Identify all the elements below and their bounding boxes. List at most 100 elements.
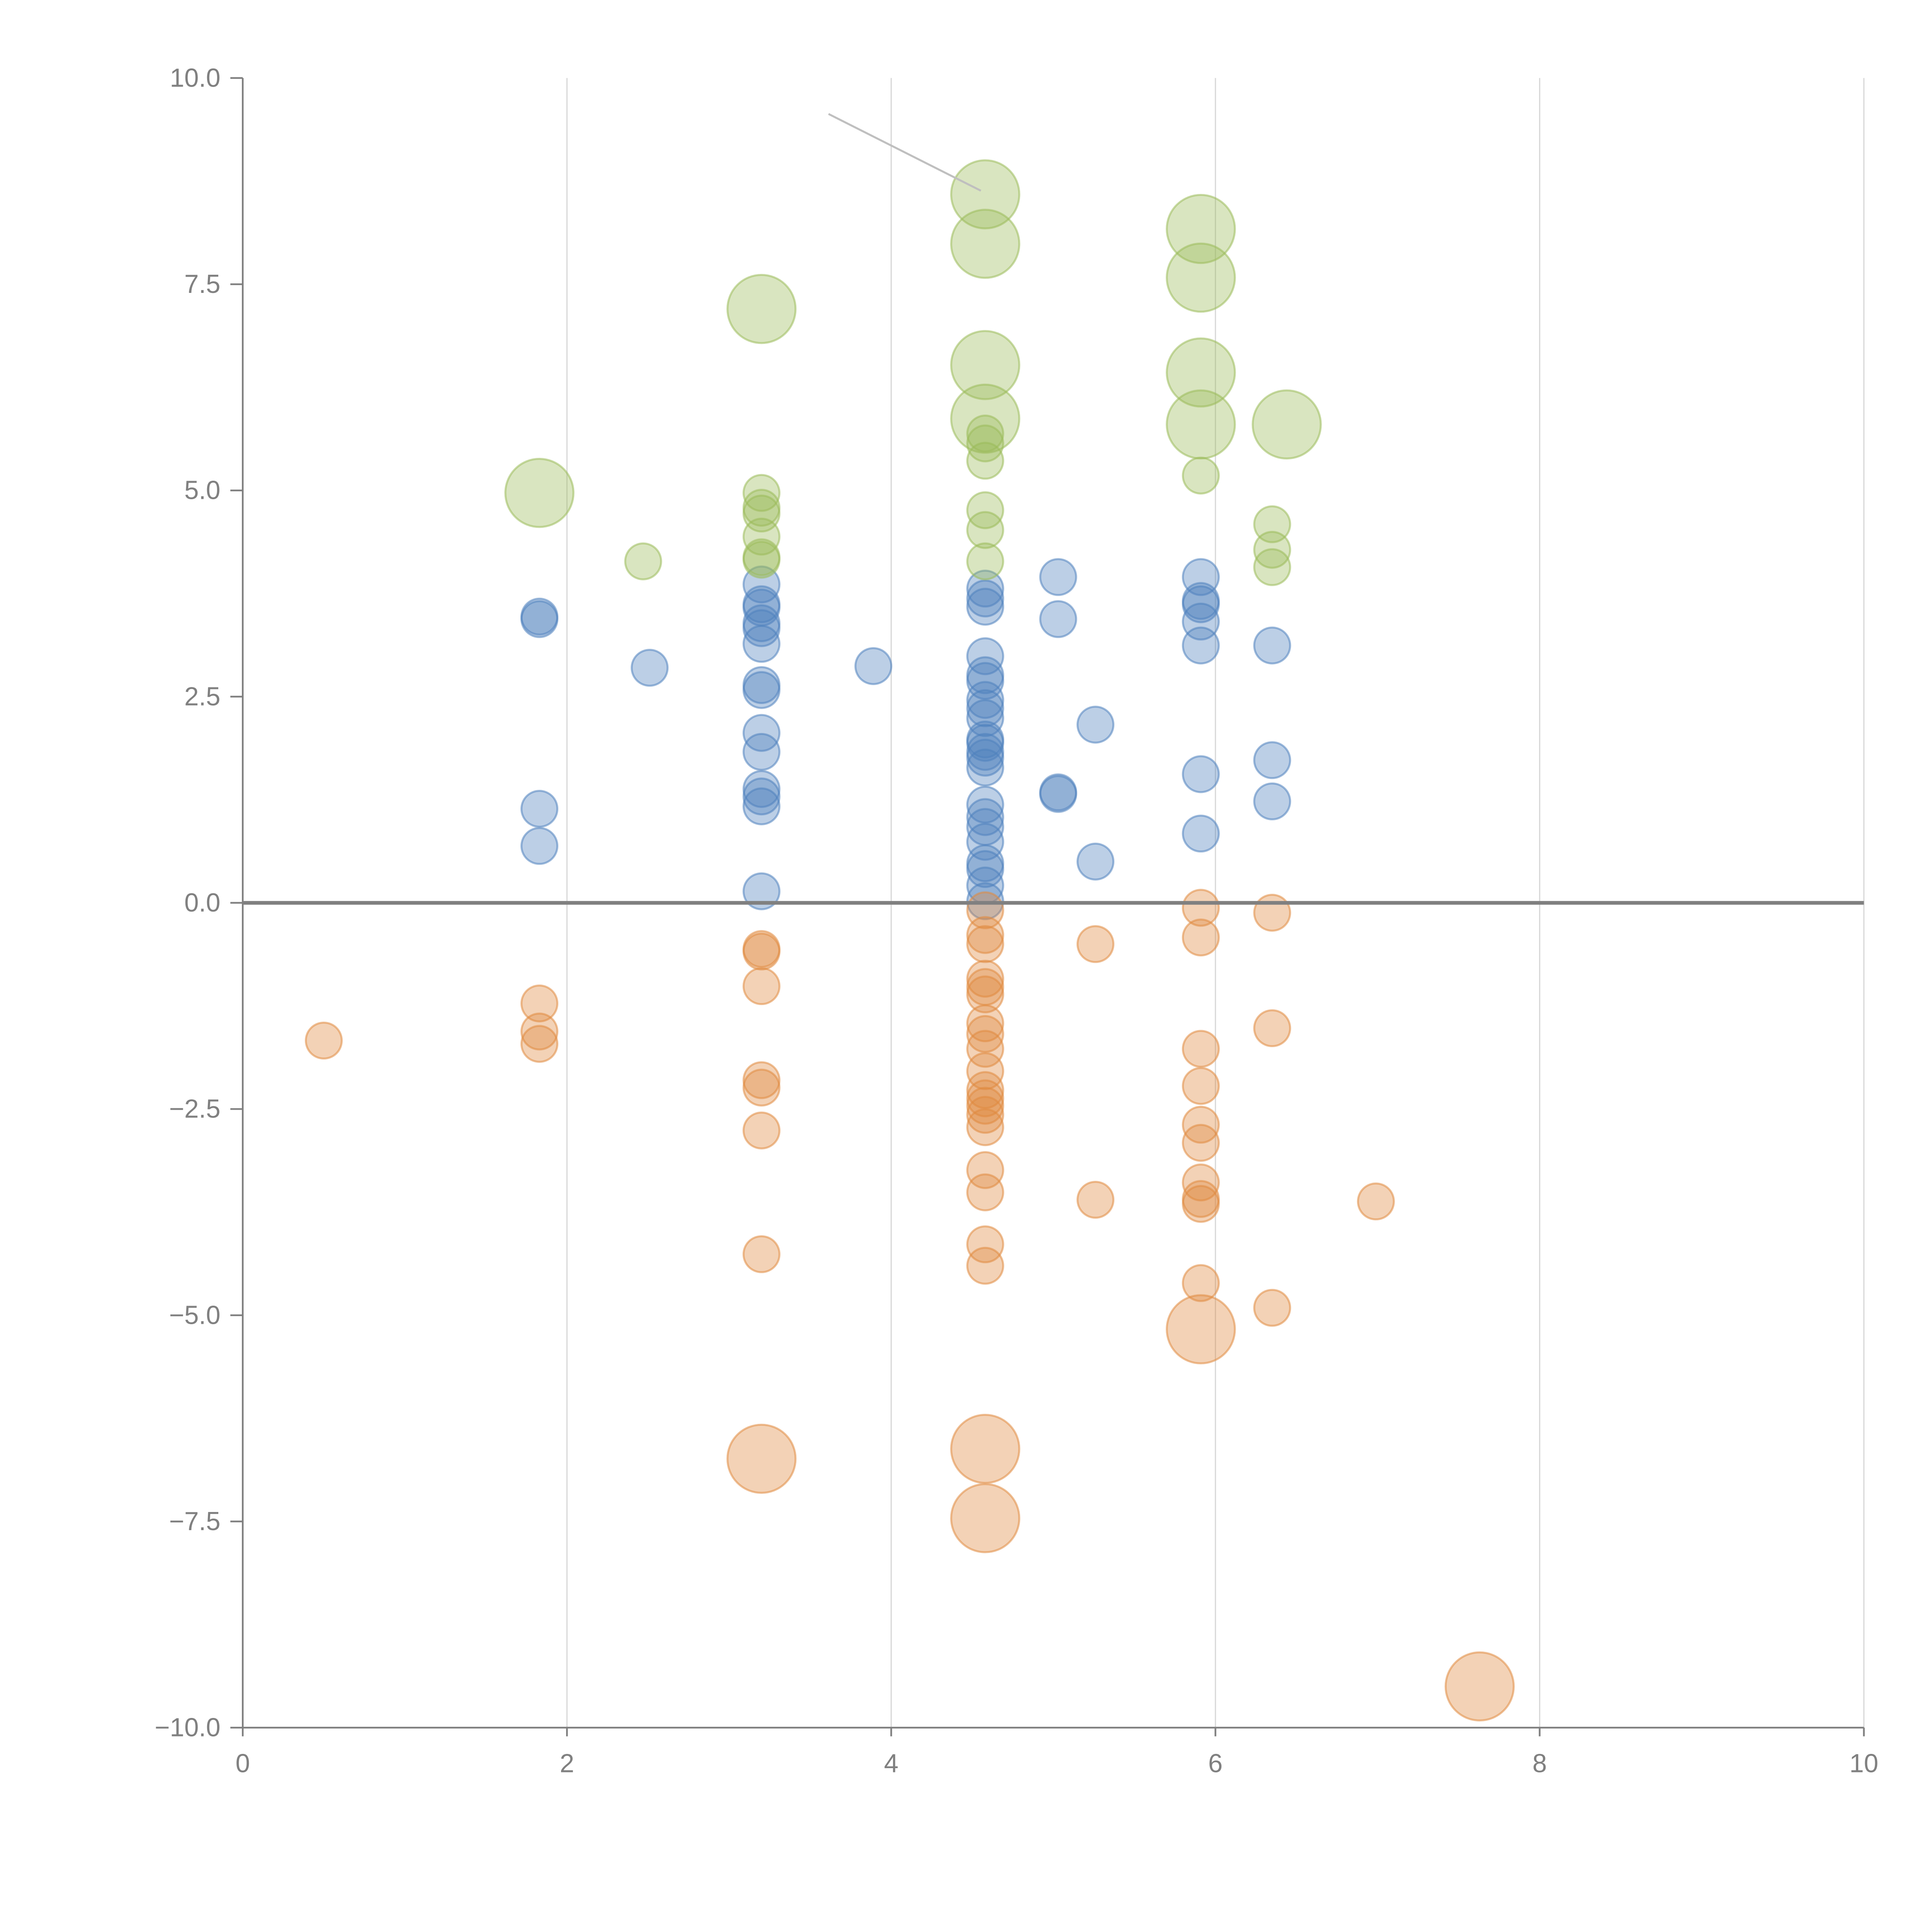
data-point: [966, 1225, 1004, 1264]
data-point: [1039, 775, 1077, 813]
data-point: [1077, 842, 1115, 881]
data-point: [966, 1173, 1004, 1211]
data-point: [966, 542, 1004, 580]
data-point: [1166, 242, 1236, 313]
data-point: [966, 1052, 1004, 1090]
data-point: [966, 1108, 1004, 1146]
data-point: [1253, 1289, 1291, 1327]
data-point: [1077, 1180, 1115, 1219]
y-tick-label: 7.5: [184, 270, 221, 299]
data-point: [742, 787, 781, 825]
y-tick-label: 2.5: [184, 682, 221, 711]
data-point: [950, 159, 1020, 230]
data-point: [966, 738, 1004, 777]
data-point: [520, 1012, 559, 1051]
axes: [242, 78, 1864, 1729]
data-point: [966, 442, 1004, 480]
data-point: [966, 579, 1004, 617]
data-point: [966, 975, 1004, 1014]
data-point: [966, 925, 1004, 963]
data-point: [1182, 1163, 1220, 1202]
data-point: [1253, 548, 1291, 586]
data-point: [742, 714, 781, 752]
data-point: [1253, 1009, 1291, 1048]
data-point: [1444, 1651, 1515, 1722]
data-point: [1182, 626, 1220, 665]
x-tick-label: 8: [1532, 1749, 1547, 1778]
data-point: [1182, 1124, 1220, 1162]
data-point: [504, 457, 575, 528]
data-point: [1182, 889, 1220, 927]
data-point: [1253, 626, 1291, 665]
data-point: [1182, 1185, 1220, 1223]
data-point: [1166, 389, 1236, 460]
data-point: [520, 984, 559, 1023]
data-point: [966, 414, 1004, 452]
data-point: [966, 850, 1004, 888]
data-point: [966, 662, 1004, 700]
y-tick-label: −2.5: [169, 1095, 221, 1124]
data-point: [966, 689, 1004, 727]
data-point: [742, 1111, 781, 1150]
data-point: [742, 494, 781, 533]
data-point: [1077, 925, 1115, 963]
annotation-leader-line: [828, 113, 981, 192]
y-tick-label: −7.5: [169, 1507, 221, 1536]
series-negative-orange: [304, 889, 1515, 1722]
y-axis-ticks: 10.0 7.5 5.0 2.5 0.0 −2.5 −5.0 −7.5 −10.0: [155, 63, 243, 1742]
data-point: [520, 600, 559, 638]
data-point: [950, 1483, 1020, 1553]
data-point: [966, 1096, 1004, 1134]
series-positive-blue: [520, 558, 1291, 920]
data-point: [1253, 894, 1291, 932]
data-point: [1253, 782, 1291, 821]
data-point: [966, 1087, 1004, 1125]
data-point: [966, 1247, 1004, 1285]
data-point: [742, 609, 781, 647]
x-tick-label: 2: [560, 1749, 574, 1778]
data-point: [1182, 1067, 1220, 1105]
data-point: [304, 1021, 343, 1060]
data-point: [966, 491, 1004, 529]
data-point: [966, 1151, 1004, 1189]
data-points: [304, 159, 1515, 1722]
x-tick-label: 10: [1849, 1749, 1878, 1778]
data-point: [950, 209, 1020, 279]
data-point: [742, 932, 781, 971]
data-point: [950, 1413, 1020, 1484]
y-tick-label: 0.0: [184, 888, 221, 917]
data-point: [631, 649, 669, 687]
data-point: [520, 790, 559, 828]
data-point: [1182, 755, 1220, 793]
data-point: [742, 733, 781, 771]
data-point: [1039, 600, 1077, 638]
data-point: [1357, 1182, 1395, 1221]
data-point: [966, 748, 1004, 787]
data-point: [1039, 558, 1077, 596]
data-point: [966, 786, 1004, 824]
data-point: [854, 647, 893, 685]
data-point: [950, 330, 1020, 400]
data-point: [1252, 389, 1322, 460]
data-point: [742, 872, 781, 910]
data-point: [1253, 741, 1291, 779]
data-point: [1166, 194, 1236, 264]
data-point: [742, 1235, 781, 1273]
data-point: [742, 777, 781, 816]
y-tick-label: 10.0: [170, 63, 221, 92]
data-point: [742, 517, 781, 556]
y-tick-label: 5.0: [184, 476, 221, 505]
data-point: [1182, 456, 1220, 495]
data-point: [966, 588, 1004, 626]
data-point: [1166, 337, 1236, 408]
data-point: [726, 1423, 797, 1494]
data-point: [1077, 706, 1115, 744]
data-point: [966, 916, 1004, 954]
data-point: [1182, 1030, 1220, 1068]
data-point: [966, 1030, 1004, 1068]
data-point: [742, 625, 781, 663]
data-point: [624, 542, 662, 580]
x-tick-label: 0: [235, 1749, 250, 1778]
x-axis-ticks: 0 2 4 6 8 10: [235, 1728, 1878, 1778]
data-point: [966, 511, 1004, 549]
